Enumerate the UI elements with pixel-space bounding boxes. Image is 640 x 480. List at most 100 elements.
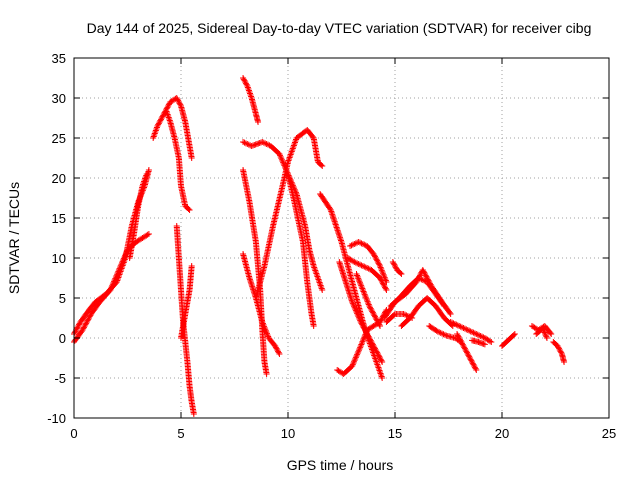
data-point (122, 251, 129, 258)
data-point (434, 328, 441, 335)
data-point (355, 275, 362, 282)
data-point (190, 411, 197, 417)
data-point (542, 332, 549, 339)
data-point (473, 331, 480, 337)
data-point (378, 267, 385, 274)
data-point (122, 252, 129, 259)
data-point (358, 262, 365, 269)
data-point (357, 343, 364, 349)
data-point (351, 259, 358, 265)
data-point (368, 339, 375, 345)
data-point (373, 348, 380, 355)
data-point (381, 283, 388, 289)
y-tick-label: 35 (52, 51, 66, 66)
y-tick-label: 20 (52, 171, 66, 186)
data-point (240, 75, 247, 81)
data-point (362, 292, 369, 299)
data-point (361, 325, 368, 332)
data-point (375, 352, 382, 359)
data-point (374, 257, 381, 264)
data-point (561, 359, 568, 365)
series-track-18 (347, 239, 390, 285)
data-point (309, 133, 316, 140)
data-point (174, 96, 181, 103)
data-point (416, 275, 423, 282)
plot-frame (73, 57, 610, 419)
data-point (240, 139, 247, 145)
data-point (357, 239, 364, 246)
series-track-28 (454, 331, 480, 373)
data-marks (71, 75, 568, 417)
data-point (368, 307, 375, 313)
data-point (367, 336, 374, 343)
data-point (85, 316, 92, 323)
data-point (116, 265, 123, 272)
data-point (418, 276, 425, 283)
data-point (370, 343, 377, 349)
data-point (362, 328, 369, 335)
data-point (119, 258, 126, 265)
data-point (446, 309, 453, 316)
data-point (419, 277, 426, 283)
data-point (360, 335, 367, 342)
series-track-27 (447, 319, 495, 345)
data-point (241, 77, 248, 84)
data-point (366, 335, 373, 341)
data-point (71, 329, 78, 336)
series-track-20 (353, 271, 384, 329)
data-point (392, 264, 399, 271)
data-point (108, 284, 115, 291)
data-point (85, 315, 92, 321)
data-point (457, 337, 464, 344)
data-point (469, 359, 476, 365)
data-point (72, 328, 79, 335)
data-point (488, 339, 495, 345)
data-point (354, 310, 361, 317)
data-point (185, 206, 192, 212)
data-point (349, 361, 356, 368)
data-point (272, 344, 279, 351)
data-point (81, 323, 88, 329)
data-point (278, 155, 285, 162)
data-point (349, 300, 356, 307)
data-point (440, 331, 447, 338)
data-point (382, 284, 389, 291)
data-point (114, 271, 121, 278)
data-point (350, 258, 357, 265)
data-point (392, 263, 398, 269)
data-point (363, 297, 370, 304)
data-point (375, 260, 382, 267)
data-point (369, 340, 376, 347)
data-point (367, 304, 374, 311)
data-point (362, 264, 369, 271)
data-point (440, 301, 447, 308)
data-point (349, 241, 356, 248)
y-tick-label: 25 (52, 131, 66, 146)
y-axis-title: SDTVAR / TECUs (6, 182, 22, 294)
data-point (353, 353, 360, 359)
data-point (371, 252, 378, 259)
data-point (354, 350, 361, 357)
series-track-7 (178, 263, 195, 341)
data-point (470, 329, 477, 336)
data-point (263, 371, 270, 377)
data-point (107, 285, 114, 292)
data-point (355, 348, 362, 355)
data-point (465, 352, 472, 359)
data-point (457, 323, 464, 330)
data-point (360, 324, 367, 331)
data-point (110, 279, 117, 286)
data-point (359, 321, 366, 328)
series-track-3 (126, 171, 150, 261)
data-point (451, 321, 458, 327)
data-point (121, 254, 128, 261)
data-point (159, 113, 166, 120)
data-point (80, 325, 87, 332)
data-point (558, 349, 565, 356)
data-point (242, 80, 249, 87)
data-point (357, 281, 364, 288)
data-point (176, 100, 183, 107)
data-point (75, 323, 82, 329)
series-track-24 (389, 259, 405, 277)
